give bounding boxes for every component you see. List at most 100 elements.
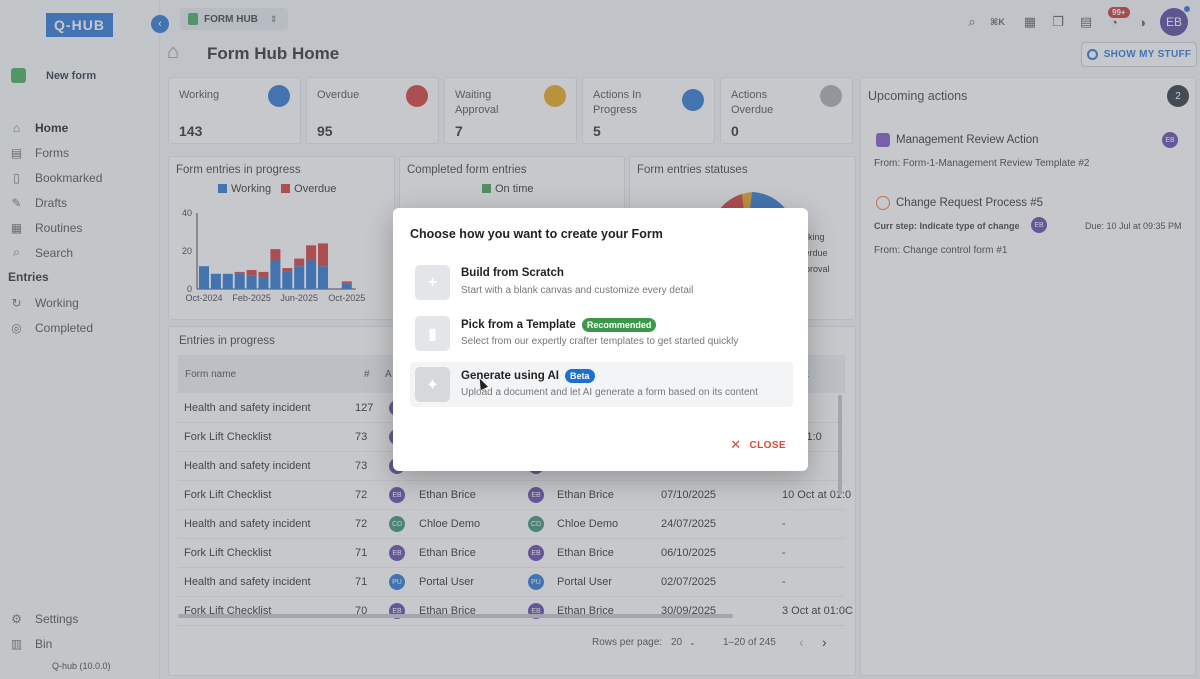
- stat-card-actions-in-progress[interactable]: Actions In Progress 5: [582, 77, 715, 144]
- legend-item-working[interactable]: Working: [218, 183, 271, 195]
- table-row[interactable]: Health and safety incident 72 Chloe Demo Ch…: [178, 510, 845, 539]
- cell-number: 71: [355, 547, 368, 559]
- y-tick-label: 0: [187, 284, 192, 294]
- stat-card-overdue[interactable]: Overdue 95: [306, 77, 439, 144]
- x-tick-label: Jun-2025: [280, 293, 318, 303]
- status-dot: [406, 85, 428, 107]
- chevron-updown-icon: ⇕: [269, 13, 278, 24]
- page-title: Form Hub Home: [207, 44, 340, 63]
- chat-icon[interactable]: ▤: [1079, 14, 1093, 29]
- column-header-assignee[interactable]: A: [385, 369, 392, 380]
- sidebar-item-forms[interactable]: ▤ Forms: [0, 140, 160, 165]
- avatar: EB: [528, 545, 544, 561]
- avatar: EB: [389, 545, 405, 561]
- stat-card-working[interactable]: Working 143: [168, 77, 301, 144]
- dialog-title: Choose how you want to create your Form: [410, 227, 663, 241]
- hub-selector[interactable]: FORM HUB ⇕: [180, 8, 288, 30]
- bar-working: [258, 277, 269, 289]
- chart-legend: Working Overdue: [218, 183, 336, 195]
- legend-item-on-time[interactable]: On time: [482, 183, 534, 195]
- sidebar-item-drafts[interactable]: ✎ Drafts: [0, 190, 160, 215]
- sidebar-item-completed[interactable]: ◎ Completed: [0, 315, 160, 340]
- sidebar-item-settings[interactable]: ⚙ Settings: [0, 606, 160, 631]
- collapse-sidebar-button[interactable]: ‹: [151, 15, 169, 33]
- sidebar-item-home[interactable]: ⌂ Home: [0, 115, 160, 140]
- avatar: CD: [389, 516, 405, 532]
- next-page-button[interactable]: ›: [822, 634, 827, 650]
- table-row[interactable]: Fork Lift Checklist 70 Ethan Brice Ethan Br…: [178, 597, 853, 626]
- hub-icon: [188, 13, 198, 25]
- table-row[interactable]: Fork Lift Checklist 71 Ethan Brice Ethan Br…: [178, 539, 845, 568]
- sidebar-item-working[interactable]: ↻ Working: [0, 290, 160, 315]
- option-description: Start with a blank canvas and customize …: [461, 285, 694, 296]
- action-title: Change Request Process #5: [896, 197, 1044, 209]
- plus-icon: +: [415, 265, 450, 300]
- option-generate-ai[interactable]: ✦ Generate using AI Beta Upload a docume…: [410, 362, 793, 407]
- option-pick-template[interactable]: ▮ Pick from a Template Recommended Selec…: [410, 311, 793, 356]
- routines-icon: ▦: [10, 220, 23, 235]
- cell-assignee: Ethan Brice: [419, 547, 476, 559]
- sidebar-item-bookmarked[interactable]: ▯ Bookmarked: [0, 165, 160, 190]
- column-header-form-name[interactable]: Form name: [185, 369, 237, 380]
- sidebar-item-label: Home: [35, 120, 69, 135]
- rows-per-page-select[interactable]: 20 ⌄: [671, 637, 696, 648]
- cell-date: 02/07/2025: [661, 576, 717, 588]
- bar-working: [318, 266, 328, 289]
- palette-icon[interactable]: ◑: [1138, 14, 1146, 30]
- stat-label: Working: [179, 89, 220, 101]
- legend-label: Working: [231, 183, 272, 195]
- y-tick-label: 40: [182, 208, 192, 218]
- copy-icon[interactable]: ❐: [1052, 14, 1064, 29]
- cell-form-name: Fork Lift Checklist: [184, 431, 272, 443]
- vertical-scrollbar[interactable]: [838, 395, 842, 495]
- briefcase-icon: [876, 133, 890, 147]
- search-icon[interactable]: ⌕: [968, 14, 976, 29]
- legend-swatch: [281, 184, 291, 193]
- user-avatar[interactable]: EB: [1160, 6, 1190, 36]
- prev-page-button[interactable]: ‹: [799, 634, 804, 650]
- option-title: Pick from a Template: [461, 319, 576, 331]
- column-header-number[interactable]: #: [364, 369, 370, 380]
- app-version: Q-hub (10.0.0): [52, 661, 111, 671]
- user-circle-icon: [1086, 49, 1098, 60]
- stat-label: Overdue: [317, 89, 360, 101]
- table-row[interactable]: Fork Lift Checklist 72 Ethan Brice Ethan Br…: [178, 481, 851, 510]
- calendar-icon[interactable]: ▦: [1023, 14, 1037, 29]
- legend-item-overdue[interactable]: Overdue: [281, 183, 336, 195]
- close-button[interactable]: ✕ CLOSE: [730, 437, 786, 453]
- qhub-logo[interactable]: Q-HUB: [46, 13, 113, 37]
- option-title: Generate using AI: [461, 370, 559, 382]
- bell-icon[interactable]: ◔ 99+: [1104, 7, 1130, 32]
- option-build-from-scratch[interactable]: + Build from Scratch Start with a blank …: [410, 260, 793, 305]
- action-card[interactable]: Management Review Action EB From: Form-1…: [864, 123, 1194, 181]
- horizontal-scrollbar[interactable]: [178, 614, 733, 618]
- legend-swatch: [218, 184, 227, 193]
- chart-legend: On time: [482, 183, 534, 195]
- bar-overdue: [234, 271, 245, 274]
- panel-title: Entries in progress: [179, 335, 275, 347]
- stat-card-actions-overdue[interactable]: Actions Overdue 0: [720, 77, 853, 144]
- sidebar-item-search[interactable]: ⌕ Search: [0, 240, 160, 265]
- check-circle-icon: ◎: [11, 320, 22, 335]
- sidebar-item-label: Bookmarked: [35, 170, 103, 185]
- cell-owner: Portal User: [557, 576, 613, 588]
- forms-icon: ▤: [10, 145, 23, 160]
- top-toolbar: ⌕ ⌘K ▦ ❐ ▤ ◔ 99+ ◑ EB: [962, 6, 1190, 36]
- action-due: Due: 10 Jul at 09:35 PM: [1085, 221, 1182, 231]
- cell-number: 73: [355, 460, 368, 472]
- show-my-stuff-button[interactable]: SHOW MY STUFF: [1081, 42, 1197, 67]
- x-tick-label: Oct-2024: [185, 293, 222, 303]
- action-source: From: Form-1-Management Review Template …: [874, 158, 1090, 169]
- action-card[interactable]: Change Request Process #5 Curr step: Ind…: [864, 186, 1194, 266]
- upcoming-actions-title: Upcoming actions: [868, 89, 968, 103]
- table-row[interactable]: Health and safety incident 71 Portal User P…: [178, 568, 845, 597]
- stat-card-waiting-approval[interactable]: Waiting Approval 7: [444, 77, 577, 144]
- sidebar-item-bin[interactable]: ▥ Bin: [0, 631, 160, 656]
- avatar: EB: [1162, 132, 1178, 148]
- close-icon: ✕: [730, 437, 742, 452]
- cell-number: 73: [355, 431, 368, 443]
- new-form-button[interactable]: New form: [11, 68, 96, 83]
- sidebar-item-label: Search: [35, 245, 74, 260]
- sidebar-item-routines[interactable]: ▦ Routines: [0, 215, 160, 240]
